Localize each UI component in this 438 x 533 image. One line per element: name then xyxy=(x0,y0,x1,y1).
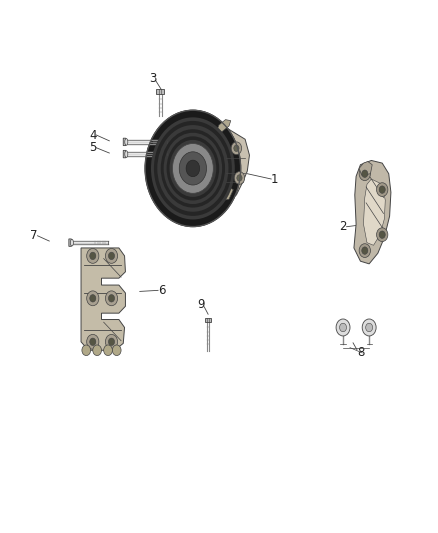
Circle shape xyxy=(166,136,219,200)
Polygon shape xyxy=(123,150,126,158)
Polygon shape xyxy=(354,160,391,264)
Polygon shape xyxy=(191,128,250,208)
Circle shape xyxy=(173,143,213,193)
Circle shape xyxy=(377,183,388,197)
Circle shape xyxy=(90,252,96,260)
Circle shape xyxy=(151,117,235,220)
Circle shape xyxy=(157,125,229,212)
Circle shape xyxy=(109,295,115,302)
Circle shape xyxy=(339,323,346,332)
Circle shape xyxy=(362,170,368,177)
Circle shape xyxy=(161,129,225,207)
Text: 4: 4 xyxy=(89,128,96,141)
Text: 6: 6 xyxy=(158,284,165,297)
Polygon shape xyxy=(123,138,126,146)
Circle shape xyxy=(379,231,385,238)
Circle shape xyxy=(366,323,373,332)
Circle shape xyxy=(145,110,240,227)
Circle shape xyxy=(87,334,99,349)
Circle shape xyxy=(377,228,388,241)
Polygon shape xyxy=(156,89,164,94)
Circle shape xyxy=(113,345,121,356)
Circle shape xyxy=(106,334,117,349)
Circle shape xyxy=(106,291,117,306)
Circle shape xyxy=(359,244,371,257)
Circle shape xyxy=(336,319,350,336)
Circle shape xyxy=(362,319,376,336)
Polygon shape xyxy=(364,179,385,245)
Text: 5: 5 xyxy=(89,141,96,154)
Circle shape xyxy=(109,338,115,345)
Circle shape xyxy=(237,175,242,181)
Ellipse shape xyxy=(125,151,128,157)
Text: 9: 9 xyxy=(197,298,205,311)
Polygon shape xyxy=(81,248,125,350)
Circle shape xyxy=(362,247,368,254)
Circle shape xyxy=(90,295,96,302)
Polygon shape xyxy=(205,318,211,322)
Polygon shape xyxy=(216,119,231,132)
Circle shape xyxy=(104,345,113,356)
Ellipse shape xyxy=(125,139,128,145)
Circle shape xyxy=(164,133,222,204)
Circle shape xyxy=(154,121,232,216)
Circle shape xyxy=(90,338,96,345)
Circle shape xyxy=(359,167,371,181)
Circle shape xyxy=(379,186,385,193)
Polygon shape xyxy=(69,239,72,246)
Circle shape xyxy=(234,172,245,184)
Text: 7: 7 xyxy=(30,229,38,242)
Circle shape xyxy=(186,160,200,177)
Circle shape xyxy=(179,152,207,185)
Polygon shape xyxy=(218,187,233,201)
Circle shape xyxy=(82,345,91,356)
Circle shape xyxy=(93,345,102,356)
Circle shape xyxy=(234,145,239,151)
Circle shape xyxy=(106,248,117,263)
Text: 1: 1 xyxy=(271,173,279,185)
Text: 8: 8 xyxy=(357,346,364,359)
Ellipse shape xyxy=(71,239,74,246)
Polygon shape xyxy=(359,161,372,175)
Circle shape xyxy=(231,142,242,155)
Circle shape xyxy=(109,252,115,260)
Text: 3: 3 xyxy=(149,72,156,85)
Text: 2: 2 xyxy=(339,220,347,233)
Circle shape xyxy=(87,248,99,263)
Circle shape xyxy=(170,140,216,197)
Circle shape xyxy=(87,291,99,306)
